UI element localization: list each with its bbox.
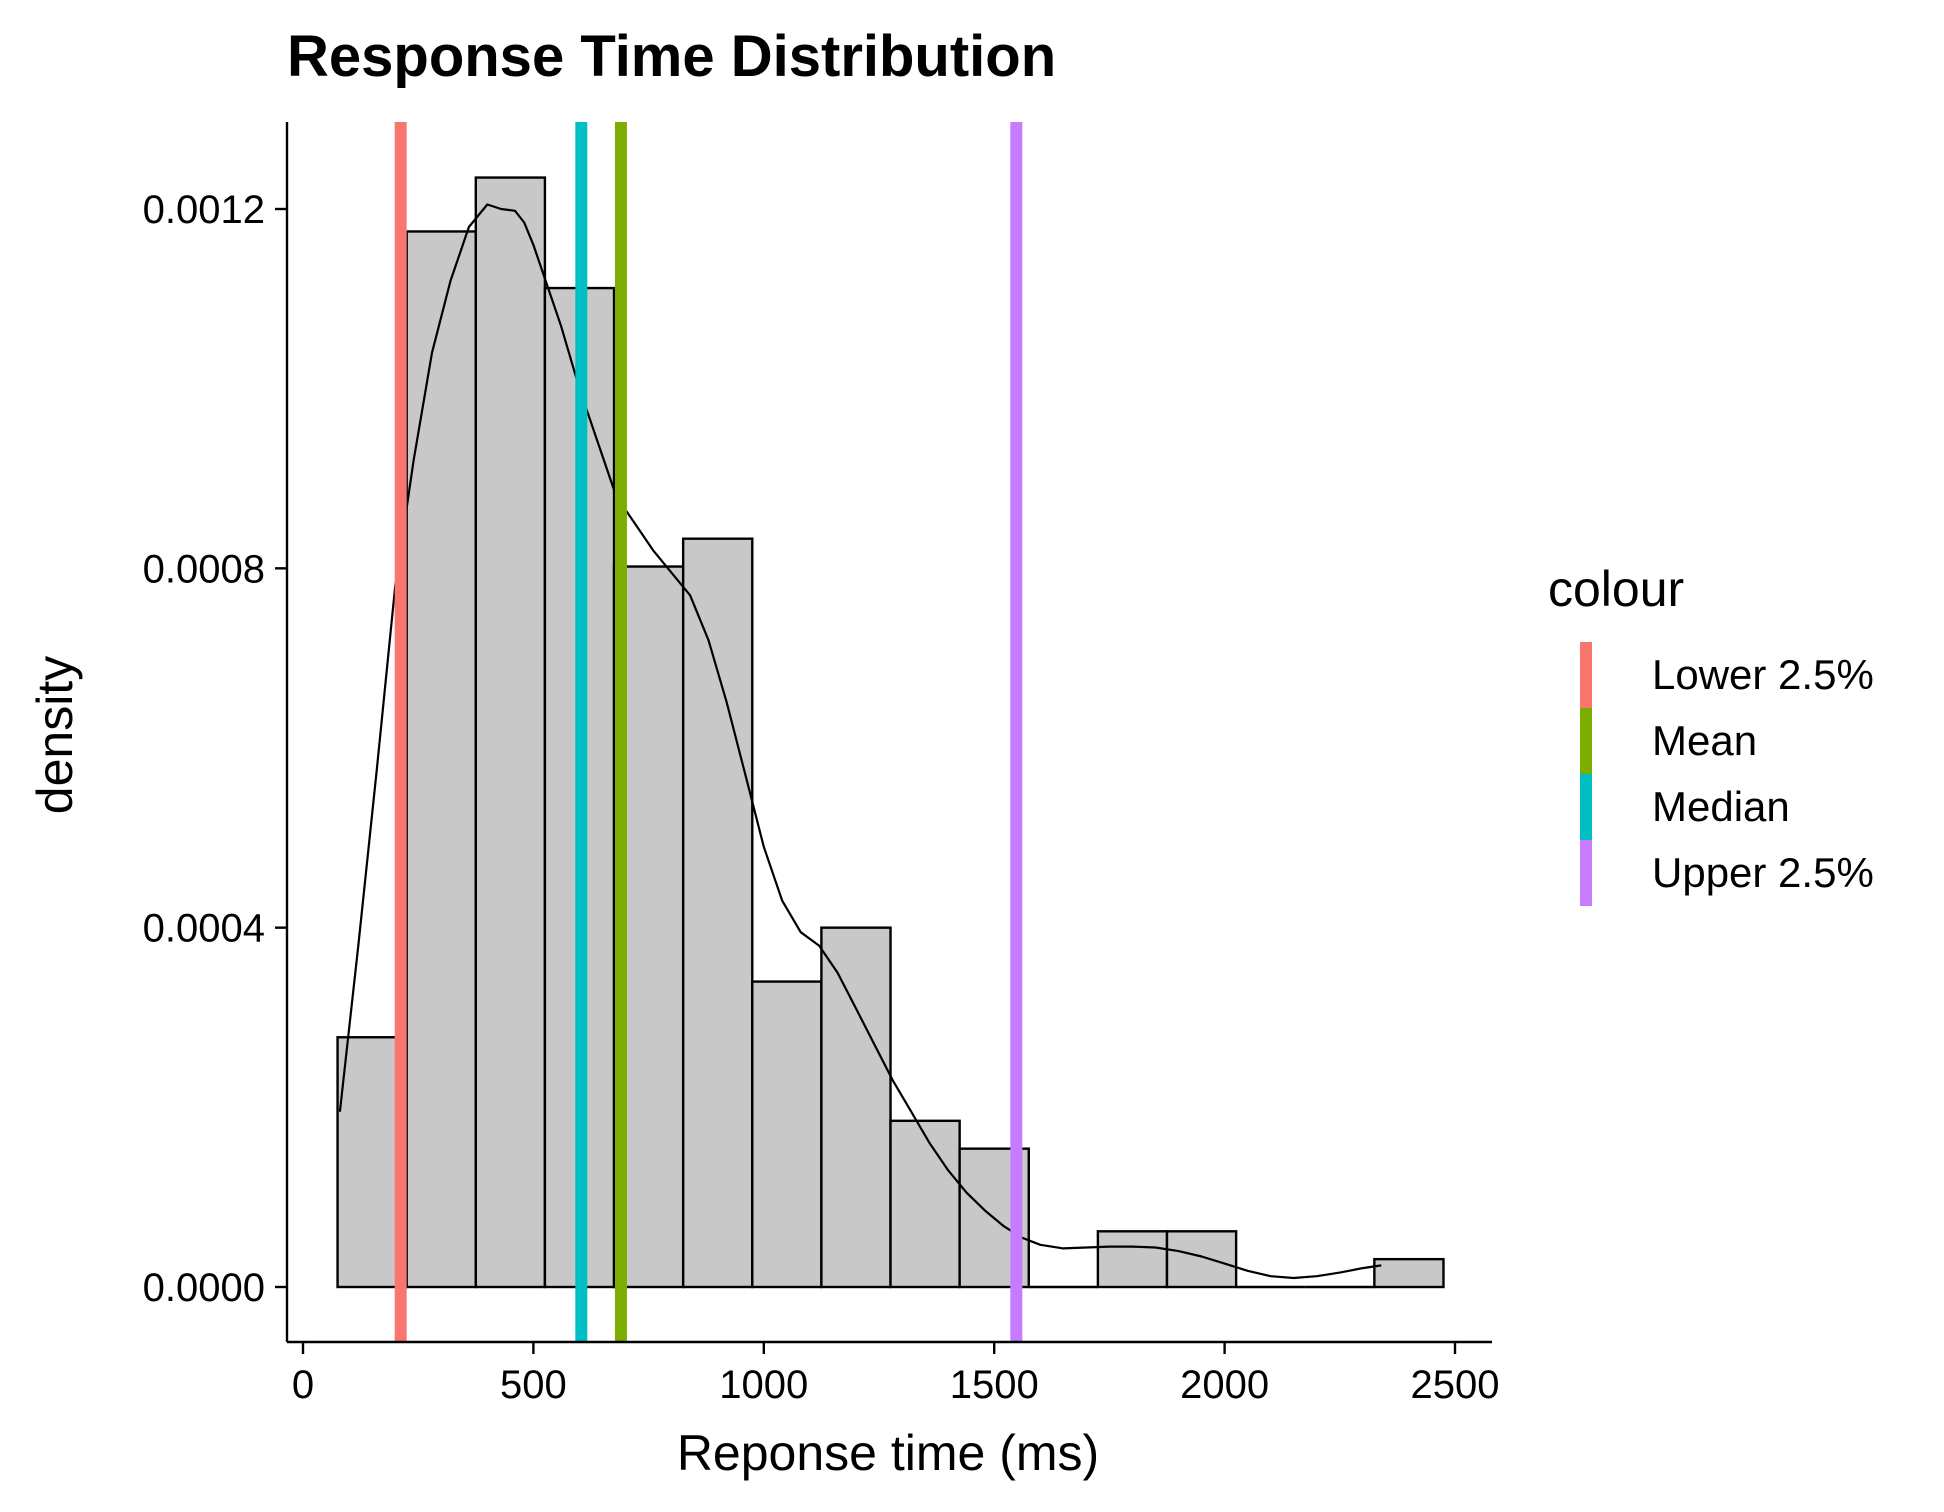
y-tick-label: 0.0008: [143, 547, 265, 591]
y-tick-label: 0.0004: [143, 907, 265, 951]
legend-key: [1580, 642, 1592, 708]
legend-label: Upper 2.5%: [1652, 849, 1874, 896]
legend-title: colour: [1548, 561, 1684, 617]
x-axis-label: Reponse time (ms): [677, 1425, 1099, 1481]
x-tick-label: 1000: [719, 1363, 808, 1407]
histogram-bar: [751, 980, 823, 1289]
x-tick-label: 1500: [950, 1363, 1039, 1407]
density-curve-layer: [338, 203, 1382, 1280]
x-tick-label: 0: [292, 1363, 314, 1407]
x-tick-label: 2500: [1411, 1363, 1500, 1407]
reference-lines: [394, 122, 1023, 1342]
histogram-bar: [1165, 1230, 1238, 1289]
legend-label: Mean: [1652, 717, 1757, 764]
y-axis-label: density: [27, 656, 83, 814]
x-tick-label: 500: [500, 1363, 567, 1407]
density-curve: [338, 203, 1382, 1280]
histogram-bar: [681, 537, 754, 1289]
legend-label: Lower 2.5%: [1652, 651, 1874, 698]
x-tick-label: 2000: [1180, 1363, 1269, 1407]
y-tick-label: 0.0000: [143, 1266, 265, 1310]
legend-label: Median: [1652, 783, 1790, 830]
histogram-bar: [820, 926, 892, 1289]
legend: colour Lower 2.5% Mean Median Upper 2.5%: [1548, 561, 1874, 906]
histogram-bars: [336, 176, 1445, 1289]
legend-key: [1580, 840, 1592, 906]
histogram-bar: [1373, 1257, 1445, 1289]
histogram-bar: [474, 176, 547, 1289]
y-tick-label: 0.0012: [143, 188, 265, 232]
histogram-bar: [889, 1119, 961, 1289]
legend-key: [1580, 708, 1592, 774]
legend-key: [1580, 774, 1592, 840]
histogram-bar: [1096, 1230, 1169, 1289]
chart-title: Response Time Distribution: [287, 24, 1056, 89]
axes: 0 500 1000 1500 2000 2500 0.0000 0.0004 0.0008 0.…: [143, 122, 1500, 1407]
histogram-bar: [405, 230, 477, 1289]
